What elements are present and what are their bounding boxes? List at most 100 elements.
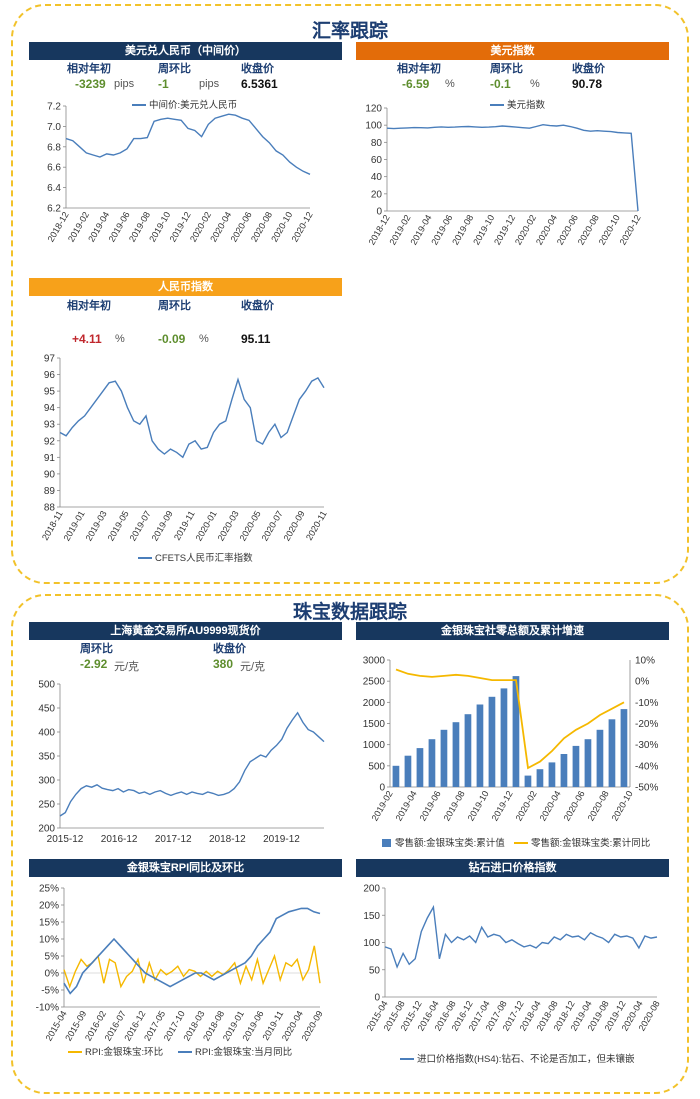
retail-bar xyxy=(464,714,472,787)
y2-tick-label: -20% xyxy=(635,719,658,730)
kpi-value-wow: -0.09 xyxy=(158,332,186,346)
usdcny-legend-label: 中间价:美元兑人民币 xyxy=(149,99,237,111)
retail-bar xyxy=(440,729,448,787)
y-tick-label: 100 xyxy=(363,938,380,949)
y-tick-label: 3000 xyxy=(363,656,386,667)
retail-bar xyxy=(488,696,496,787)
retail-bar xyxy=(572,745,580,787)
x-tick-label: 2020-11 xyxy=(304,509,329,542)
y-tick-label: 20 xyxy=(371,189,383,200)
kpi-label-close: 收盘价 xyxy=(572,63,605,75)
kpi-value-close: 95.11 xyxy=(241,332,271,346)
retail-legend-bar-swatch xyxy=(382,839,391,847)
retail-bar xyxy=(404,755,412,787)
kpi-label-wow: 周环比 xyxy=(490,63,523,75)
y-tick-label: 94 xyxy=(44,403,56,414)
y-tick-label: 0 xyxy=(374,993,380,1004)
rpi-chart: -10%-5%0%5%10%15%20%25%2015-042015-09201… xyxy=(36,884,325,1059)
kpi-unit-wow: 元/克 xyxy=(114,661,140,673)
retail-bar xyxy=(560,754,568,787)
retail-bar xyxy=(512,676,520,787)
rpi-yoy-line xyxy=(63,907,321,995)
x-tick-label: 2016-12 xyxy=(101,834,138,845)
kpi-label-ytd: 相对年初 xyxy=(67,300,111,312)
rpi-mom-line xyxy=(63,945,321,989)
y-tick-label: 15% xyxy=(39,918,59,929)
y-tick-label: 120 xyxy=(365,104,382,115)
usd-index-header: 美元指数 xyxy=(356,42,669,60)
retail-bar xyxy=(584,739,592,787)
y-tick-label: 500 xyxy=(38,680,55,691)
y-tick-label: -5% xyxy=(41,986,59,997)
retail-legend-line-label: 零售额:金银珠宝类:累计同比 xyxy=(531,837,650,849)
x-tick-label: 2019-06 xyxy=(418,789,443,823)
kpi-label-wow: 周环比 xyxy=(80,643,113,655)
usd-index-legend-label: 美元指数 xyxy=(507,99,546,111)
kpi-label-close: 收盘价 xyxy=(213,643,246,655)
kpi-label-close: 收盘价 xyxy=(241,300,274,312)
gold-chart: 200 250 300 350 400 450 500 2015-12 2016-12 2017-… xyxy=(38,680,325,845)
x-tick-label: 2018-12 xyxy=(209,834,246,845)
usdcny-series-line xyxy=(65,113,311,175)
kpi-label-ytd: 相对年初 xyxy=(67,63,111,75)
kpi-value-close: 90.78 xyxy=(572,77,603,91)
retail-bar xyxy=(524,775,532,787)
rpi-header: 金银珠宝RPI同比及环比 xyxy=(29,859,342,877)
x-tick-label: 2017-12 xyxy=(155,834,192,845)
x-tick-label: 2015-12 xyxy=(47,834,84,845)
kpi-value-wow: -2.92 xyxy=(80,657,108,671)
retail-bar xyxy=(608,719,616,787)
fx-section-title: 汇率跟踪 xyxy=(311,21,388,42)
y-tick-label: 0 xyxy=(379,783,385,794)
y-tick-label: -10% xyxy=(36,1003,59,1014)
diamond-header: 钻石进口价格指数 xyxy=(356,859,669,877)
y2-tick-label: 0% xyxy=(635,677,650,688)
retail-bar xyxy=(416,748,424,787)
x-tick-label: 2020-06 xyxy=(562,789,587,823)
rmb-index-chart: 888990919293949596972018-112019-012019-0… xyxy=(40,354,329,565)
x-tick-label: 2020-08 xyxy=(586,789,611,823)
y-tick-label: 92 xyxy=(44,436,56,447)
retail-chart: 0500100015002000250030002019-022019-0420… xyxy=(363,656,659,850)
retail-bar xyxy=(452,722,460,787)
y-tick-label: 95 xyxy=(44,387,56,398)
x-tick-label: 2019-08 xyxy=(442,789,467,823)
y-tick-label: 0 xyxy=(376,207,382,218)
y-tick-label: 91 xyxy=(44,453,56,464)
jewelry-section-title: 珠宝数据跟踪 xyxy=(292,602,407,623)
y-tick-label: 60 xyxy=(371,155,383,166)
y-tick-label: 0% xyxy=(45,969,60,980)
kpi-value-ytd: -3239 xyxy=(75,77,106,91)
y-tick-label: 200 xyxy=(363,884,380,895)
y-tick-label: 7.2 xyxy=(47,102,61,113)
y-tick-label: 300 xyxy=(38,776,55,787)
kpi-unit-ytd: % xyxy=(445,78,455,90)
retail-bar xyxy=(392,765,400,787)
kpi-unit-close: 元/克 xyxy=(240,661,266,673)
y-tick-label: 7.0 xyxy=(47,122,61,133)
usd-index-chart: 美元指数0204060801001202018-122019-022019-04… xyxy=(365,99,642,247)
y-tick-label: 96 xyxy=(44,370,56,381)
kpi-value-wow: -0.1 xyxy=(490,77,511,91)
y-tick-label: 40 xyxy=(371,172,383,183)
y-tick-label: 200 xyxy=(38,824,55,835)
retail-growth-line xyxy=(395,668,625,770)
kpi-label-ytd: 相对年初 xyxy=(397,63,441,75)
retail-header: 金银珠宝社零总额及累计增速 xyxy=(356,622,669,640)
y2-tick-label: -40% xyxy=(635,761,658,772)
kpi-label-wow: 周环比 xyxy=(158,63,191,75)
y-tick-label: 100 xyxy=(365,121,382,132)
y2-tick-label: -30% xyxy=(635,740,658,751)
jewelry-section xyxy=(11,594,689,1094)
y-tick-label: 2000 xyxy=(363,698,386,709)
y-tick-label: 88 xyxy=(44,503,56,514)
retail-bar xyxy=(596,729,604,787)
y2-tick-label: -50% xyxy=(635,783,658,794)
gold-series-line xyxy=(59,711,325,817)
x-tick-label: 2019-02 xyxy=(370,789,395,823)
fx-section xyxy=(11,4,689,584)
kpi-unit-wow: pips xyxy=(199,78,220,90)
y-tick-label: 6.4 xyxy=(47,183,61,194)
retail-bar xyxy=(620,709,628,787)
retail-legend-bar-label: 零售额:金银珠宝类:累计值 xyxy=(395,837,505,849)
